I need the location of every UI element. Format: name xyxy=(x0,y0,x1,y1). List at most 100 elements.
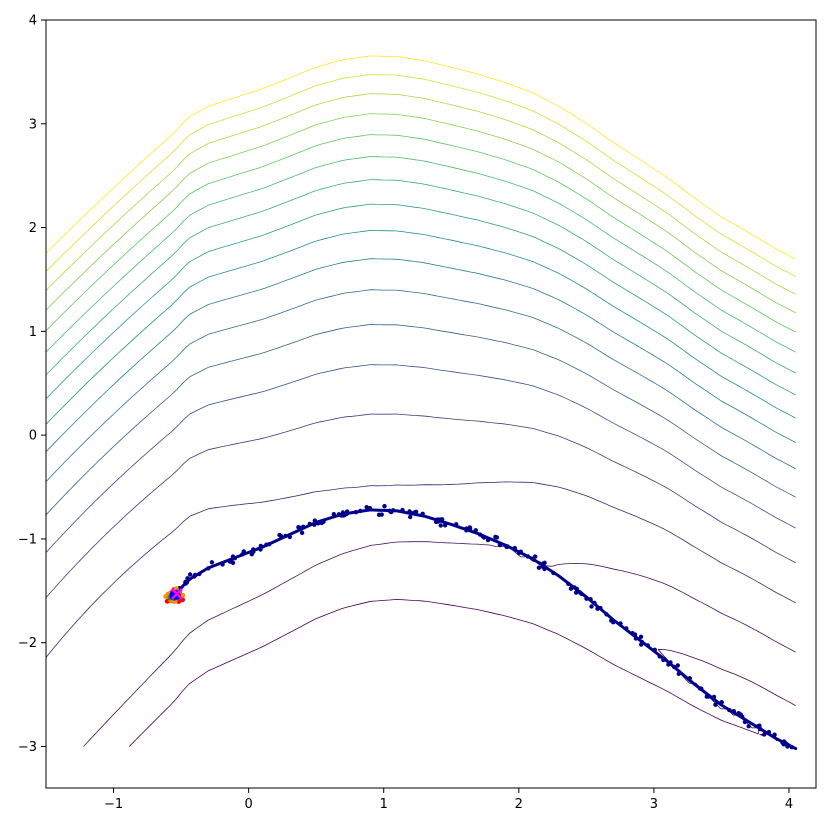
path-sample-point xyxy=(757,723,762,728)
y-axis-ticks: −3 −2 −1 0 1 2 3 4 xyxy=(18,14,46,755)
path-sample-point xyxy=(671,664,677,670)
contour-level-11 xyxy=(45,156,796,353)
path-sample-point xyxy=(638,634,644,639)
path-sample-point xyxy=(785,742,790,748)
path-sample-point xyxy=(388,509,394,515)
path-sample-point xyxy=(296,525,301,530)
contour-level-15 xyxy=(45,74,796,277)
path-sample-point xyxy=(633,636,639,641)
y-tick-label: 3 xyxy=(29,117,37,132)
path-sample-point xyxy=(592,600,597,606)
contour-level-9 xyxy=(45,203,796,400)
path-sample-point xyxy=(624,626,629,631)
path-sample-point xyxy=(493,534,498,540)
contour-level-3 xyxy=(45,413,796,598)
axes-frame xyxy=(45,19,817,789)
path-sample-point xyxy=(742,719,748,725)
path-sample-point xyxy=(736,711,741,716)
contour-level-10 xyxy=(45,179,796,376)
path-sample-point xyxy=(639,639,645,645)
path-sample-point xyxy=(542,560,547,565)
path-sample-point xyxy=(727,707,732,713)
path-sample-point xyxy=(676,671,681,676)
path-sample-point xyxy=(573,590,579,595)
path-sample-point xyxy=(588,597,593,602)
cluster-point-1 xyxy=(180,592,186,598)
path-sample-point xyxy=(278,534,284,539)
path-sample-point xyxy=(192,572,198,578)
contour-level-2 xyxy=(45,481,796,658)
path-sample-point xyxy=(604,612,609,617)
path-sample-point xyxy=(312,518,317,523)
x-tick-label: −1 xyxy=(104,797,123,812)
path-sample-point xyxy=(376,512,382,517)
contour-level-0 xyxy=(128,599,796,747)
path-sample-point xyxy=(353,510,359,515)
path-sample-point xyxy=(574,586,579,591)
path-sample-point xyxy=(713,702,718,707)
path-sample-point xyxy=(675,663,680,668)
x-tick-label: 4 xyxy=(785,797,793,812)
path-sample-point xyxy=(209,560,215,565)
path-sample-point xyxy=(711,694,717,700)
path-sample-point xyxy=(746,724,751,729)
path-sample-point xyxy=(367,506,373,511)
path-sample-point xyxy=(232,556,237,561)
path-sample-point xyxy=(719,700,724,705)
y-tick-label: 2 xyxy=(29,221,37,236)
path-sample-point xyxy=(699,686,704,691)
path-sample-point xyxy=(512,545,517,551)
path-sample-point xyxy=(618,621,623,626)
path-sample-point xyxy=(227,559,232,564)
path-sample-point xyxy=(206,566,211,571)
path-sample-point xyxy=(438,523,443,528)
path-sample-point xyxy=(473,528,478,533)
path-sample-point xyxy=(772,732,777,737)
path-sample-point xyxy=(481,535,487,540)
cluster-point-3 xyxy=(170,591,175,597)
path-sample-point xyxy=(410,511,415,516)
path-sample-point xyxy=(283,533,288,539)
y-tick-label: 0 xyxy=(29,429,37,444)
path-sample-point xyxy=(251,547,256,552)
path-sample-point xyxy=(287,534,292,540)
contour-level-12 xyxy=(45,134,796,333)
y-tick-label: 1 xyxy=(29,325,37,340)
highlight-marker xyxy=(171,588,183,600)
path-sample-point xyxy=(645,643,650,648)
path-sample-point xyxy=(299,530,305,535)
path-sample-point xyxy=(315,521,321,526)
path-sample-point xyxy=(780,740,785,745)
path-sample-point xyxy=(731,709,736,714)
path-sample-point xyxy=(341,513,346,518)
contour-level-1 xyxy=(83,541,796,747)
cluster-point-0 xyxy=(176,599,182,604)
path-sample-point xyxy=(589,604,594,609)
path-sample-point xyxy=(187,572,193,577)
y-tick-label: −3 xyxy=(18,740,37,755)
y-tick-label: 4 xyxy=(29,14,37,29)
path-sample-point xyxy=(220,562,225,567)
path-sample-point xyxy=(551,570,556,576)
path-sample-point xyxy=(197,571,202,577)
path-sample-point xyxy=(382,504,387,509)
path-sample-point xyxy=(661,657,666,663)
scatter-points xyxy=(163,504,794,750)
path-sample-point xyxy=(497,542,503,548)
path-sample-point xyxy=(762,732,767,737)
path-sample-point xyxy=(630,631,635,636)
path-sample-point xyxy=(464,528,469,533)
path-sample-point xyxy=(307,521,312,527)
path-sample-point xyxy=(258,543,263,549)
x-tick-label: 1 xyxy=(380,797,388,812)
path-sample-point xyxy=(706,694,711,699)
x-tick-label: 3 xyxy=(650,797,658,812)
path-sample-point xyxy=(420,511,425,516)
path-sample-point xyxy=(525,554,531,559)
path-sample-point xyxy=(312,522,317,527)
contour-level-13 xyxy=(45,113,796,314)
path-sample-point xyxy=(408,514,413,520)
contour-level-8 xyxy=(45,230,796,425)
x-tick-label: 0 xyxy=(244,797,252,812)
